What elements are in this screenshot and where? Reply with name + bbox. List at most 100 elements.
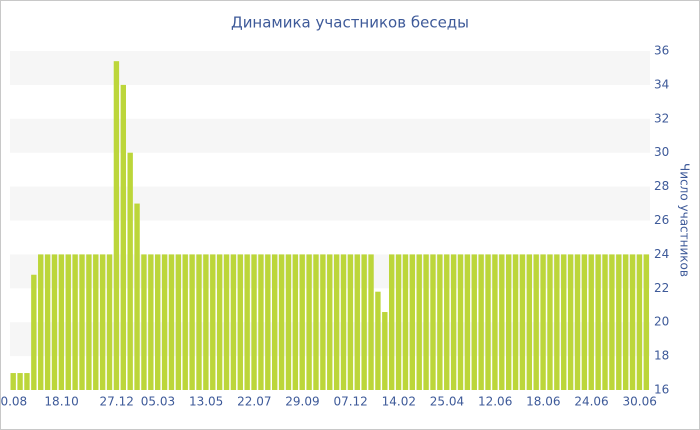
y-tick-label: 18: [654, 349, 669, 363]
bar: [161, 254, 168, 390]
x-tick-label: 18.10: [44, 395, 78, 409]
x-tick-label: 29.09: [285, 395, 319, 409]
bar: [616, 254, 622, 390]
bar: [437, 254, 443, 390]
bar: [278, 254, 285, 390]
bar: [120, 84, 126, 391]
y-tick-label: 30: [654, 145, 669, 159]
bar: [148, 254, 154, 390]
bar: [113, 61, 120, 391]
bar: [567, 254, 574, 390]
x-tick-label: 07.12: [333, 395, 367, 409]
bar: [17, 373, 23, 390]
bar: [588, 254, 594, 390]
bar: [292, 254, 299, 390]
y-tick-label: 34: [654, 77, 669, 91]
x-tick-label: 22.07: [237, 395, 271, 409]
bar: [99, 254, 106, 390]
bar: [375, 291, 381, 390]
bar: [499, 254, 505, 390]
bar: [285, 254, 292, 390]
bar: [340, 254, 347, 390]
bar: [333, 254, 340, 390]
bar: [492, 254, 498, 390]
bar: [79, 254, 85, 390]
bar: [636, 254, 643, 390]
bar: [58, 254, 65, 390]
bar: [561, 254, 567, 390]
bar: [505, 254, 512, 390]
bar: [265, 254, 271, 390]
bar: [31, 274, 37, 390]
bar: [244, 254, 250, 390]
y-tick-label: 24: [654, 247, 669, 261]
bar: [141, 254, 147, 390]
bar: [395, 254, 402, 390]
x-tick-label: 10.08: [0, 395, 27, 409]
bar: [189, 254, 195, 390]
bar: [416, 254, 422, 390]
bar: [602, 254, 608, 390]
y-tick-label: 36: [654, 44, 669, 58]
bar: [540, 254, 546, 390]
bar: [512, 254, 519, 390]
bar: [402, 254, 409, 390]
bar: [258, 254, 264, 390]
x-tick-label: 12.06: [478, 395, 512, 409]
bar: [106, 254, 113, 390]
bar: [533, 254, 539, 390]
y-tick-label: 26: [654, 213, 669, 227]
bar: [272, 254, 278, 390]
bar: [622, 254, 629, 390]
bar: [595, 254, 601, 390]
bar: [444, 254, 450, 390]
chart-title: Динамика участников беседы: [231, 14, 469, 32]
bar: [643, 254, 649, 390]
bar: [203, 254, 209, 390]
bar: [44, 254, 51, 390]
bar: [485, 254, 491, 390]
x-tick-label: 13.05: [189, 395, 223, 409]
y-tick-label: 22: [654, 281, 669, 295]
bar: [423, 254, 429, 390]
bar: [210, 254, 216, 390]
bar: [457, 254, 464, 390]
bar: [471, 254, 477, 390]
bar: [24, 373, 30, 390]
bar: [51, 254, 58, 390]
x-tick-label: 27.12: [99, 395, 133, 409]
bar: [86, 254, 92, 390]
grid-band: [10, 51, 650, 85]
bar: [450, 254, 457, 390]
bar: [574, 254, 581, 390]
bar: [354, 254, 360, 390]
y-tick-label: 20: [654, 315, 669, 329]
bar: [388, 254, 395, 390]
bar: [230, 254, 237, 390]
x-tick-label: 25.04: [430, 395, 464, 409]
bar: [306, 254, 312, 390]
x-tick-label: 14.02: [382, 395, 416, 409]
bar: [320, 254, 326, 390]
bar: [554, 254, 560, 390]
bar: [72, 254, 78, 390]
y-tick-label: 16: [654, 383, 669, 397]
bar: [168, 254, 175, 390]
grid-band: [10, 186, 650, 221]
bar: [581, 254, 588, 390]
bar: [478, 254, 484, 390]
x-tick-label: 05.03: [141, 395, 175, 409]
bar: [155, 254, 161, 390]
bar: [361, 254, 367, 390]
bar: [368, 254, 374, 390]
bar: [251, 254, 257, 390]
y-tick-label: 28: [654, 179, 669, 193]
bar: [347, 254, 354, 390]
grid-band: [10, 118, 650, 153]
y-tick-label: 32: [654, 111, 669, 125]
bar: [547, 254, 553, 390]
bar: [526, 254, 533, 390]
bar: [175, 254, 182, 390]
x-tick-label: 24.06: [574, 395, 608, 409]
